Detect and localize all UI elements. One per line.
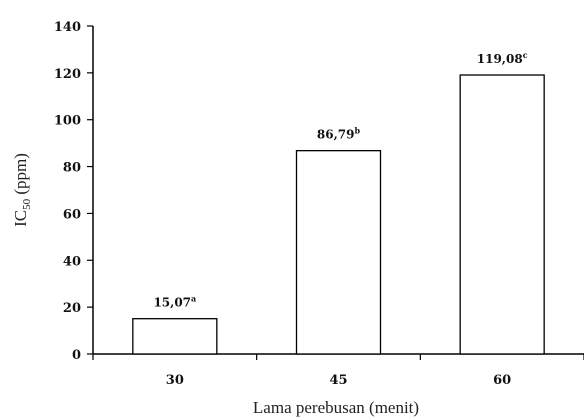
- data-label: 15,07a: [153, 294, 196, 310]
- data-label-value: 119,08: [477, 52, 523, 66]
- y-tick-label: 40: [63, 254, 81, 269]
- x-tick-label: 30: [166, 373, 184, 388]
- x-tick-label: 60: [493, 373, 511, 388]
- x-tick-label: 45: [329, 373, 347, 388]
- data-label: 119,08c: [477, 50, 528, 66]
- y-tick-label: 60: [63, 207, 81, 222]
- data-label-superscript: b: [354, 126, 360, 136]
- data-label-value: 86,79: [317, 128, 355, 142]
- data-label: 86,79b: [317, 126, 361, 142]
- data-label-superscript: a: [191, 294, 196, 304]
- y-tick-label: 0: [72, 348, 81, 363]
- y-tick-label: 20: [63, 301, 81, 316]
- y-axis-title-main: IC: [11, 210, 30, 227]
- y-tick-label: 140: [54, 20, 81, 35]
- y-tick-label: 120: [54, 67, 81, 82]
- bar: [132, 318, 218, 355]
- y-axis-title-suffix: (ppm): [11, 153, 30, 199]
- data-label-superscript: c: [523, 50, 528, 60]
- x-axis: 30 45 60: [92, 353, 584, 388]
- y-tick-label: 80: [63, 161, 81, 176]
- data-labels: 15,07a 86,79b 119,08c: [153, 50, 527, 310]
- bar: [459, 74, 545, 355]
- y-axis: 0 20 40 60 80 100 120 140: [54, 20, 94, 363]
- data-label-value: 15,07: [153, 296, 191, 310]
- y-axis-title: IC50 (ppm): [11, 153, 33, 227]
- bar: [295, 150, 382, 355]
- bars: [132, 74, 545, 355]
- x-axis-title: Lama perebusan (menit): [253, 398, 419, 417]
- y-axis-title-subscript: 50: [21, 198, 33, 210]
- y-tick-label: 100: [54, 114, 81, 129]
